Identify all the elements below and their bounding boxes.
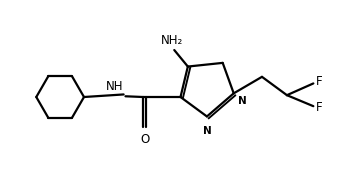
Text: O: O: [140, 133, 149, 146]
Text: F: F: [316, 76, 323, 88]
Text: NH₂: NH₂: [161, 34, 183, 47]
Text: N: N: [238, 96, 247, 106]
Text: F: F: [316, 101, 323, 114]
Text: NH: NH: [106, 79, 123, 93]
Text: N: N: [203, 126, 211, 136]
